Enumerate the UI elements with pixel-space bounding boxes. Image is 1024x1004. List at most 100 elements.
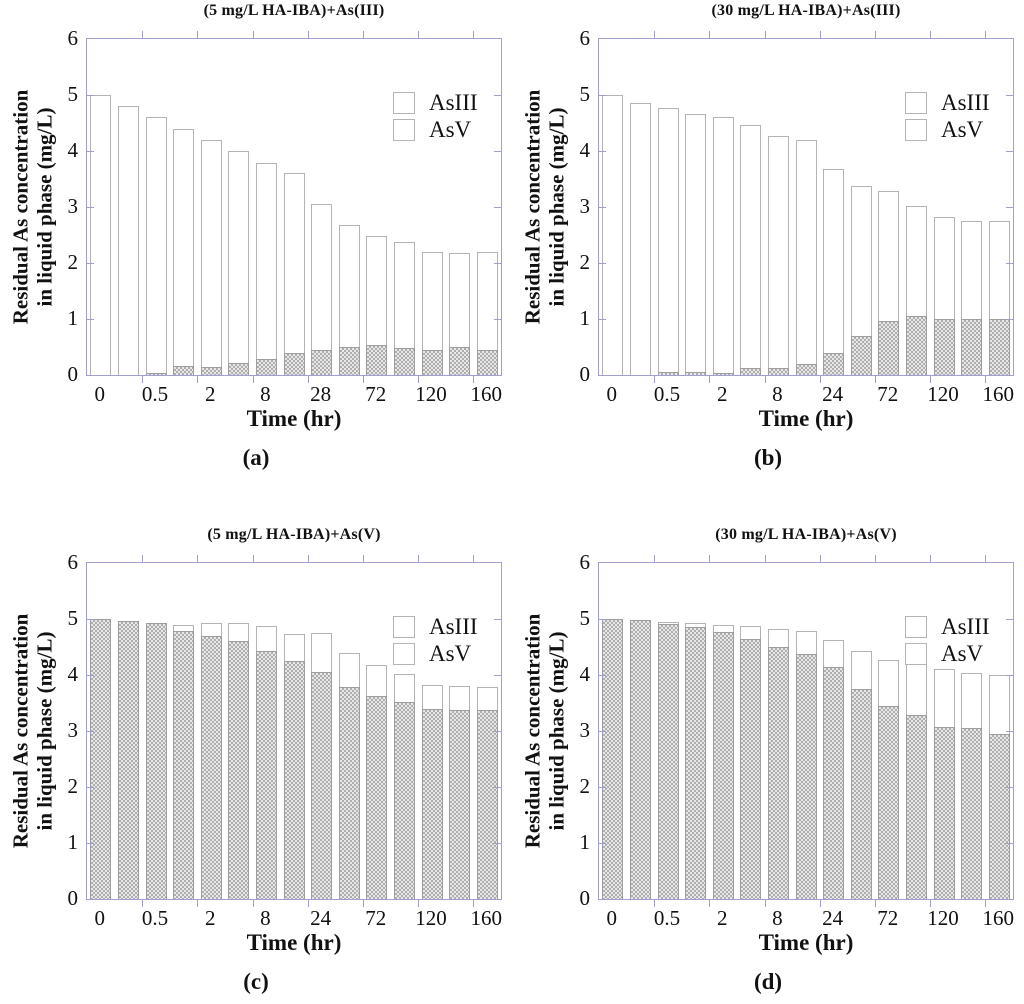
x-tick-label: 0.5: [141, 906, 169, 930]
bar-asiii-segment: [421, 251, 443, 375]
y-tick-left: [599, 843, 606, 844]
bar-asv-segment: [988, 733, 1010, 899]
x-tick-bottom: [985, 376, 987, 383]
y-tick-right: [494, 263, 501, 264]
x-tick-bottom: [764, 900, 766, 907]
y-tick-left: [599, 263, 606, 264]
x-tick-label: 24: [310, 906, 332, 930]
x-tick-top: [709, 31, 711, 38]
y-tick-left: [599, 731, 606, 732]
x-tick-label: 120: [927, 382, 959, 406]
legend-swatch-asiii: [393, 91, 415, 114]
x-tick-bottom: [418, 900, 420, 907]
legend-swatch-asv: [393, 642, 415, 665]
y-tick-left: [87, 619, 94, 620]
x-tick-top: [363, 555, 364, 562]
legend-label-asv: AsV: [941, 640, 984, 666]
chart-title: (5 mg/L HA-IBA)+As(III): [203, 2, 385, 19]
chart-panel-inner: (30 mg/L HA-IBA)+As(V) Residual As conce…: [512, 526, 1024, 1004]
x-tick-top: [875, 555, 876, 562]
panel-caption: (d): [753, 969, 783, 994]
bar-asv-segment: [421, 708, 443, 899]
x-tick-top: [709, 555, 711, 562]
y-tick-label: 5: [579, 82, 591, 106]
bar-asv-segment: [283, 661, 305, 899]
x-axis-title: Time (hr): [758, 930, 854, 955]
y-tick-label: 1: [67, 830, 79, 854]
y-tick-label: 2: [579, 250, 591, 274]
x-tick-label: 120: [415, 382, 447, 406]
y-tick-label: 6: [579, 550, 591, 574]
x-tick-label: 160: [982, 906, 1014, 930]
x-tick-label: 160: [470, 906, 502, 930]
bar-asiii-segment: [338, 224, 360, 375]
y-tick-label: 3: [67, 718, 79, 742]
bar-asv-segment: [476, 350, 498, 375]
x-tick-top: [142, 31, 144, 38]
x-tick-bottom: [197, 900, 199, 907]
legend-label-asv: AsV: [941, 116, 984, 142]
chart-title: (5 mg/L HA-IBA)+As(V): [207, 526, 381, 543]
legend: AsIII AsV: [393, 613, 478, 667]
bar-asv-segment: [795, 654, 817, 899]
bar-asv-segment: [117, 620, 139, 899]
x-tick-top: [197, 31, 199, 38]
x-tick-label: 0.5: [653, 906, 681, 930]
x-tick-label: 0: [606, 906, 618, 930]
legend-swatch-asiii: [905, 91, 927, 114]
x-tick-top: [197, 555, 199, 562]
y-tick-label: 0: [67, 362, 79, 386]
y-tick-label: 0: [579, 362, 591, 386]
x-tick-top: [819, 555, 821, 562]
x-axis-title: Time (hr): [246, 406, 342, 431]
y-tick-label: 2: [67, 250, 79, 274]
x-tick-top: [473, 555, 475, 562]
y-tick-label: 4: [579, 662, 591, 686]
legend-label-asv: AsV: [429, 116, 472, 142]
bar-asv-segment: [740, 367, 762, 375]
bar-asiii-segment: [117, 106, 139, 375]
y-tick-label: 2: [67, 774, 79, 798]
legend-label-asiii: AsIII: [941, 613, 990, 639]
x-tick-bottom: [819, 900, 821, 907]
x-tick-label: 2: [204, 382, 216, 406]
bar-asv-segment: [173, 631, 195, 899]
x-tick-bottom: [875, 376, 876, 383]
y-tick-right: [494, 207, 501, 208]
x-tick-top: [819, 31, 821, 38]
x-tick-label: 72: [365, 382, 387, 406]
x-tick-label: 8: [772, 906, 783, 930]
y-tick-right: [1006, 843, 1013, 844]
bar-asiii-segment: [685, 113, 707, 375]
bar-asiii-segment: [712, 117, 734, 375]
bar-asv-segment: [685, 627, 707, 899]
y-tick-left: [599, 787, 606, 788]
x-tick-bottom: [363, 376, 364, 383]
bar-asv-segment: [476, 710, 498, 899]
chart-panel-c: (5 mg/L HA-IBA)+As(V) Residual As concen…: [0, 498, 512, 996]
x-tick-label: 0: [94, 382, 106, 406]
bar-asiii-segment: [283, 173, 305, 375]
legend-row: AsV: [905, 640, 990, 667]
chart-panel-a: (5 mg/L HA-IBA)+As(III) Residual As conc…: [0, 0, 512, 498]
chart-panel-inner: (5 mg/L HA-IBA)+As(V) Residual As concen…: [0, 526, 512, 1004]
x-tick-bottom: [307, 900, 309, 907]
x-tick-bottom: [252, 900, 254, 907]
bar-asiii-segment: [173, 128, 195, 375]
bar-asv-segment: [338, 687, 360, 899]
y-tick-label: 1: [579, 306, 591, 330]
y-tick-right: [494, 151, 501, 152]
bar-asv-segment: [657, 372, 679, 375]
x-tick-bottom: [142, 376, 144, 383]
y-tick-left: [87, 731, 94, 732]
bar-asv-segment: [338, 347, 360, 375]
x-tick-label: 0: [606, 382, 618, 406]
y-tick-right: [1006, 319, 1013, 320]
x-tick-top: [654, 31, 656, 38]
bar-asv-segment: [200, 367, 222, 375]
bar-asv-segment: [740, 638, 762, 899]
bar-asv-segment: [145, 373, 167, 375]
bar-asiii-segment: [823, 168, 845, 375]
x-tick-label: 72: [877, 382, 899, 406]
